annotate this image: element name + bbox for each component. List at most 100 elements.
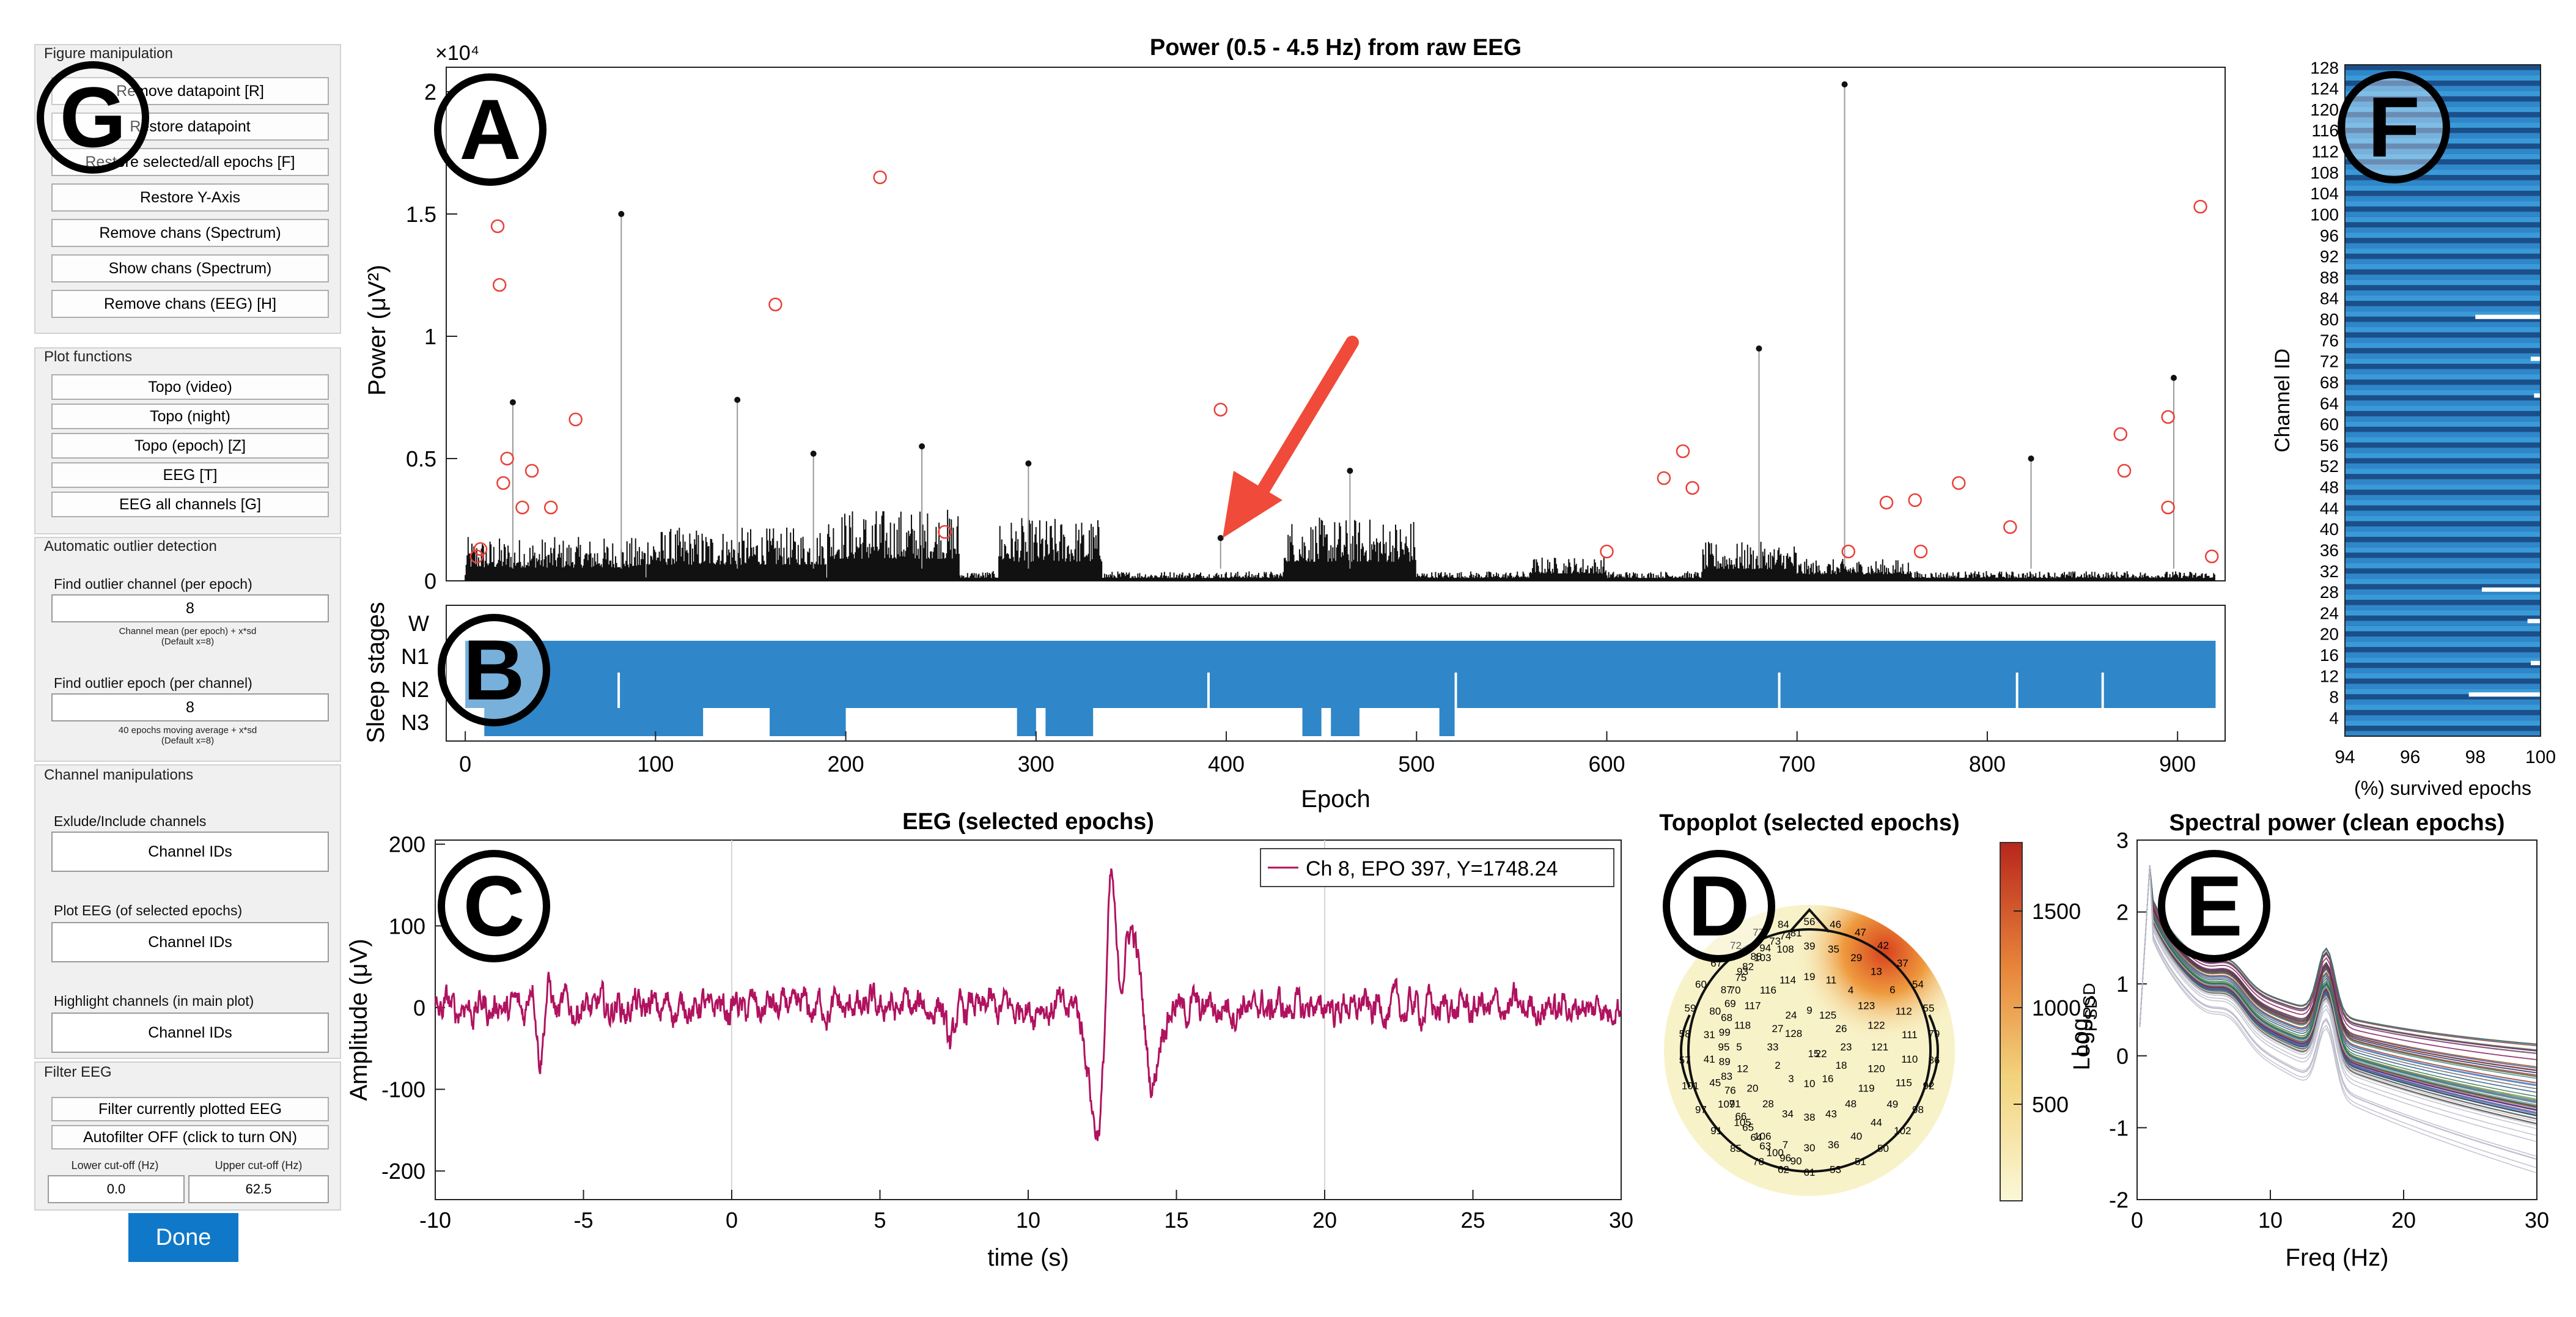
- channel-id-tick-label: 80: [2320, 310, 2339, 329]
- topo-channel-label: 118: [1734, 1020, 1751, 1031]
- restore-y-axis-button[interactable]: Restore Y-Axis: [51, 183, 329, 212]
- outlier-marker[interactable]: [1657, 471, 1671, 485]
- power-y-tick-label: 2: [424, 79, 436, 105]
- outlier-marker[interactable]: [2161, 500, 2175, 515]
- channel-id-tick-label: 8: [2329, 688, 2339, 707]
- panel-letter-e: E: [2158, 850, 2270, 962]
- outlier-marker[interactable]: [1879, 495, 1894, 510]
- spectral-line: [2139, 865, 2537, 1142]
- epoch-tick-label: 400: [1208, 751, 1245, 777]
- outlier-marker[interactable]: [490, 219, 505, 234]
- outlier-marker[interactable]: [2117, 463, 2132, 478]
- outlier-marker[interactable]: [1213, 402, 1227, 417]
- topo-channel-label: 47: [1855, 927, 1866, 939]
- eeg-button[interactable]: EEG [T]: [51, 462, 329, 488]
- outlier-detection-panel: Automatic outlier detection Find outlier…: [34, 537, 341, 762]
- power-y-tick-label: 1.5: [406, 202, 436, 227]
- topo-channel-label: 35: [1828, 943, 1839, 955]
- eeg-all-channels-button[interactable]: EEG all channels [G]: [51, 492, 329, 517]
- outlier-marker[interactable]: [1600, 544, 1614, 559]
- topo-channel-label: 99: [1719, 1027, 1731, 1038]
- outlier-marker[interactable]: [524, 463, 539, 478]
- outlier-marker[interactable]: [1841, 544, 1856, 559]
- channel-id-tick-label: 84: [2320, 289, 2339, 308]
- channel-id-tick-label: 12: [2320, 666, 2339, 685]
- topo-channel-label: 98: [1912, 1104, 1924, 1116]
- channel-row: [2345, 615, 2541, 621]
- topo-channel-label: 84: [1778, 919, 1789, 931]
- filter-eeg-button[interactable]: Filter currently plotted EEG: [51, 1097, 329, 1121]
- upper-cutoff-input[interactable]: 62.5: [188, 1175, 329, 1203]
- topo-video-button[interactable]: Topo (video): [51, 374, 329, 400]
- stage-gap: [1778, 673, 1781, 708]
- outlier-marker[interactable]: [1685, 481, 1699, 495]
- eeg-plot[interactable]: EEG (selected epochs) Amplitude (μV) tim…: [345, 809, 1633, 1271]
- show-chans-spectrum-button[interactable]: Show chans (Spectrum): [51, 254, 329, 282]
- spectral-plot[interactable]: Spectral power (clean epochs) LogPSD Fre…: [2067, 810, 2549, 1271]
- remove-chans-eeg-button[interactable]: Remove chans (EEG) [H]: [51, 290, 329, 318]
- outlier-marker[interactable]: [496, 476, 510, 490]
- outlier-marker[interactable]: [2003, 520, 2017, 534]
- panel-title: Plot functions: [44, 349, 133, 365]
- topo-night-button[interactable]: Topo (night): [51, 404, 329, 429]
- outlier-marker[interactable]: [768, 297, 782, 312]
- stage-gap: [1207, 673, 1210, 708]
- outlier-marker[interactable]: [1676, 444, 1690, 459]
- channel-row: [2345, 442, 2541, 448]
- spectral-line: [2139, 865, 2537, 1136]
- outlier-marker[interactable]: [569, 412, 583, 427]
- channel-row: [2345, 458, 2541, 463]
- topo-channel-label: 39: [1804, 940, 1816, 952]
- topo-channel-label: 44: [1871, 1117, 1882, 1129]
- channel-row: [2345, 558, 2541, 563]
- outlier-marker[interactable]: [2161, 410, 2175, 424]
- outlier-marker[interactable]: [1952, 476, 1966, 490]
- topo-epoch-button[interactable]: Topo (epoch) [Z]: [51, 433, 329, 459]
- done-button[interactable]: Done: [128, 1213, 238, 1262]
- lower-cutoff-input[interactable]: 0.0: [48, 1175, 185, 1203]
- power-bars: [465, 509, 2215, 581]
- topo-channel-label: 19: [1804, 971, 1816, 983]
- spectral-y-tick-label: 1: [2116, 972, 2129, 997]
- outlier-marker[interactable]: [543, 500, 558, 515]
- outlier-marker[interactable]: [2193, 199, 2207, 214]
- channel-row: [2345, 489, 2541, 495]
- outlier-marker[interactable]: [515, 500, 529, 515]
- topo-channel-label: 36: [1828, 1139, 1839, 1151]
- outlier-marker[interactable]: [938, 525, 952, 539]
- channel-row: [2345, 437, 2541, 443]
- outlier-marker[interactable]: [1908, 493, 1922, 507]
- outlier-marker[interactable]: [500, 451, 514, 466]
- channel-row: [2345, 610, 2541, 616]
- channel-row: [2345, 264, 2541, 270]
- sleep-stages-plot[interactable]: Sleep stages W N1 N2 N3 0 100 200 300 400 500…: [362, 602, 2226, 813]
- outlier-channel-input[interactable]: 8: [51, 594, 329, 622]
- outlier-epoch-input[interactable]: 8: [51, 693, 329, 721]
- channel-id-tick-label: 56: [2320, 436, 2339, 455]
- channel-id-tick-label: 48: [2320, 478, 2339, 497]
- outlier-marker[interactable]: [2113, 427, 2128, 441]
- channel-row: [2345, 599, 2541, 605]
- outlier-marker[interactable]: [873, 170, 887, 185]
- outlier-marker[interactable]: [492, 278, 507, 292]
- eeg-legend-label: Ch 8, EPO 397, Y=1748.24: [1306, 857, 1558, 880]
- topo-channel-label: 80: [1709, 1006, 1721, 1017]
- outlier-marker[interactable]: [469, 549, 484, 564]
- channel-row: [2345, 248, 2541, 254]
- autofilter-toggle-button[interactable]: Autofilter OFF (click to turn ON): [51, 1125, 329, 1149]
- remove-chans-spectrum-button[interactable]: Remove chans (Spectrum): [51, 219, 329, 247]
- outlier-marker[interactable]: [2204, 549, 2219, 564]
- channel-row: [2345, 594, 2541, 600]
- channel-row: [2345, 568, 2541, 574]
- outlier-marker[interactable]: [473, 542, 488, 556]
- exclude-channels-input[interactable]: Channel IDs: [51, 832, 329, 872]
- power-plot[interactable]: Power (0.5 - 4.5 Hz) from raw EEG ×10⁴ P…: [364, 35, 2226, 594]
- topo-channel-label: 65: [1742, 1122, 1754, 1134]
- channel-row: [2345, 175, 2541, 180]
- channel-row: [2345, 636, 2541, 642]
- channel-row: [2345, 185, 2541, 191]
- plot-eeg-channels-input[interactable]: Channel IDs: [51, 922, 329, 962]
- outlier-marker[interactable]: [1913, 544, 1928, 559]
- highlight-channels-input[interactable]: Channel IDs: [51, 1013, 329, 1053]
